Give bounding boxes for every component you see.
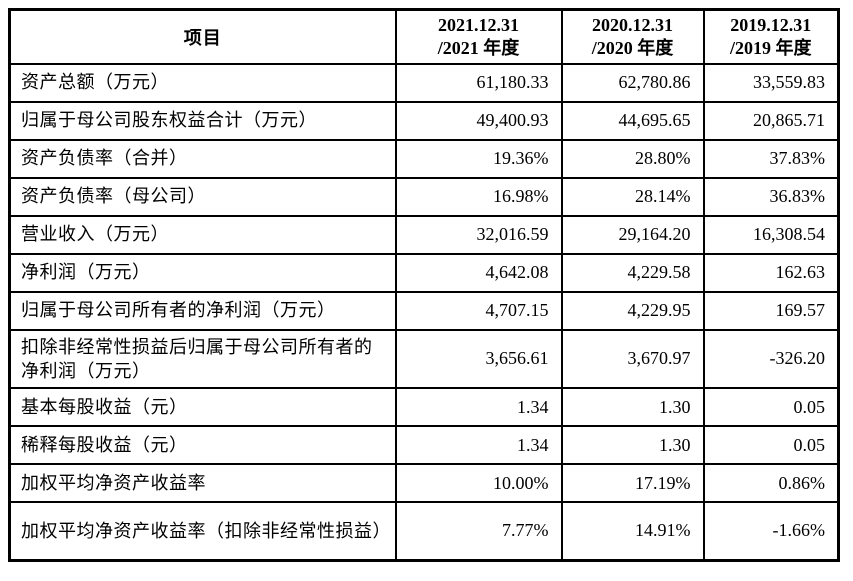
period-year: /2020 年度 [591,37,674,58]
row-label: 营业收入（万元） [8,214,397,255]
row-label: 归属于母公司股东权益合计（万元） [8,100,397,141]
value-2020: 4,229.95 [560,290,705,331]
period-year: /2021 年度 [437,37,520,58]
header-cell-item: 项目 [8,8,397,65]
table-row: 稀释每股收益（元） 1.34 1.30 0.05 [8,425,840,466]
financial-summary-table: 项目 2021.12.31 /2021 年度 2020.12.31 /2020 … [8,8,840,562]
value-2021: 32,016.59 [394,214,563,255]
value-2020: 14.91% [560,501,705,562]
value-2020: 28.80% [560,138,705,179]
value-2019: 16,308.54 [702,214,840,255]
table-row: 归属于母公司所有者的净利润（万元） 4,707.15 4,229.95 169.… [8,290,840,331]
row-label: 基本每股收益（元） [8,387,397,428]
value-2019: -1.66% [702,501,840,562]
value-2021: 4,707.15 [394,290,563,331]
table-row: 加权平均净资产收益率（扣除非经常性损益） 7.77% 14.91% -1.66% [8,501,840,562]
row-label: 归属于母公司所有者的净利润（万元） [8,290,397,331]
row-label: 净利润（万元） [8,252,397,293]
table-row: 基本每股收益（元） 1.34 1.30 0.05 [8,387,840,428]
value-2020: 1.30 [560,387,705,428]
value-2019: 37.83% [702,138,840,179]
value-2019: 169.57 [702,290,840,331]
value-2021: 3,656.61 [394,328,563,390]
table-row: 资产负债率（合并） 19.36% 28.80% 37.83% [8,138,840,179]
value-2019: 162.63 [702,252,840,293]
table-row: 资产总额（万元） 61,180.33 62,780.86 33,559.83 [8,62,840,103]
period-date: 2019.12.31 [730,15,812,36]
value-2019: -326.20 [702,328,840,390]
row-label: 资产负债率（合并） [8,138,397,179]
header-cell-period-2019: 2019.12.31 /2019 年度 [702,8,840,65]
value-2021: 4,642.08 [394,252,563,293]
table-row: 净利润（万元） 4,642.08 4,229.58 162.63 [8,252,840,293]
value-2021: 16.98% [394,176,563,217]
value-2021: 61,180.33 [394,62,563,103]
value-2021: 1.34 [394,425,563,466]
value-2021: 19.36% [394,138,563,179]
value-2020: 1.30 [560,425,705,466]
value-2020: 44,695.65 [560,100,705,141]
value-2020: 28.14% [560,176,705,217]
row-label: 扣除非经常性损益后归属于母公司所有者的净利润（万元） [8,328,397,390]
header-cell-period-2020: 2020.12.31 /2020 年度 [560,8,705,65]
row-label: 加权平均净资产收益率 [8,463,397,504]
value-2021: 1.34 [394,387,563,428]
row-label: 资产负债率（母公司） [8,176,397,217]
table-row: 加权平均净资产收益率 10.00% 17.19% 0.86% [8,463,840,504]
value-2019: 0.05 [702,425,840,466]
period-year: /2019 年度 [729,37,812,58]
value-2020: 3,670.97 [560,328,705,390]
header-row: 项目 2021.12.31 /2021 年度 2020.12.31 /2020 … [8,8,840,65]
value-2019: 36.83% [702,176,840,217]
table-row: 扣除非经常性损益后归属于母公司所有者的净利润（万元） 3,656.61 3,67… [8,328,840,390]
value-2021: 49,400.93 [394,100,563,141]
value-2019: 0.86% [702,463,840,504]
value-2020: 17.19% [560,463,705,504]
value-2019: 0.05 [702,387,840,428]
header-cell-period-2021: 2021.12.31 /2021 年度 [394,8,563,65]
value-2020: 62,780.86 [560,62,705,103]
table-row: 营业收入（万元） 32,016.59 29,164.20 16,308.54 [8,214,840,255]
value-2021: 10.00% [394,463,563,504]
value-2019: 33,559.83 [702,62,840,103]
value-2019: 20,865.71 [702,100,840,141]
table-row: 归属于母公司股东权益合计（万元） 49,400.93 44,695.65 20,… [8,100,840,141]
period-date: 2021.12.31 [438,15,519,36]
row-label: 资产总额（万元） [8,62,397,103]
table-row: 资产负债率（母公司） 16.98% 28.14% 36.83% [8,176,840,217]
row-label: 加权平均净资产收益率（扣除非经常性损益） [8,501,397,562]
value-2020: 4,229.58 [560,252,705,293]
period-date: 2020.12.31 [592,15,673,36]
value-2021: 7.77% [394,501,563,562]
row-label: 稀释每股收益（元） [8,425,397,466]
value-2020: 29,164.20 [560,214,705,255]
